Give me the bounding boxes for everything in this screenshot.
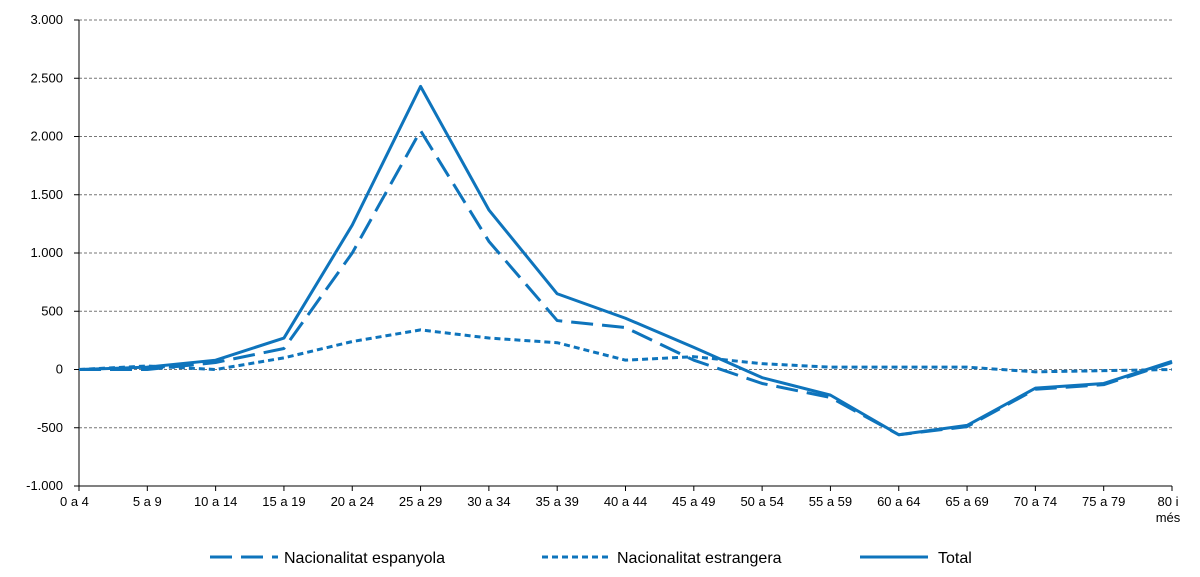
legend-label: Nacionalitat estrangera (617, 550, 782, 567)
legend: Nacionalitat espanyola Nacionalitat estra… (210, 550, 972, 567)
x-tick-label: 25 a 29 (399, 494, 442, 509)
axes (74, 19, 1173, 491)
x-tick-label: 40 a 44 (604, 494, 647, 509)
legend-label: Nacionalitat espanyola (284, 550, 445, 567)
x-tick-label: 35 a 39 (536, 494, 579, 509)
x-tick-label: 0 a 4 (60, 494, 89, 509)
y-tick-label: 0 (56, 362, 63, 377)
series-line-0 (79, 129, 1173, 437)
x-tick-label: 60 a 64 (877, 494, 920, 509)
y-tick-label: 2.500 (30, 70, 63, 85)
y-tick-label: -1.000 (26, 478, 63, 493)
x-tick-label: 65 a 69 (945, 494, 988, 509)
y-tick-label: -500 (37, 420, 63, 435)
x-tick-label: 5 a 9 (133, 494, 162, 509)
y-tick-label: 2.000 (30, 129, 63, 144)
x-tick-label: 20 a 24 (331, 494, 374, 509)
x-tick-label: 50 a 54 (740, 494, 783, 509)
x-tick-labels: 0 a 4 5 a 9 10 a 14 15 a 19 20 a 24 25 a 29 30… (60, 494, 1181, 525)
x-tick-label: 30 a 34 (467, 494, 510, 509)
y-tick-label: 1.500 (30, 187, 63, 202)
gridlines (79, 19, 1172, 429)
legend-label: Total (938, 550, 972, 567)
y-tick-label: 500 (41, 303, 63, 318)
series-line-1 (78, 328, 1173, 374)
x-tick-label: 15 a 19 (262, 494, 305, 509)
series-line-2 (78, 84, 1173, 437)
x-tick-label: 75 a 79 (1082, 494, 1125, 509)
x-tick-label: més (1156, 510, 1181, 525)
series-lines (78, 84, 1173, 437)
x-tick-label: 80 i (1158, 494, 1179, 509)
x-tick-label: 70 a 74 (1014, 494, 1057, 509)
y-tick-labels: -1.000 -500 0 500 1.000 1.500 2.000 2.500 3.000 (26, 12, 63, 493)
y-tick-label: 1.000 (30, 245, 63, 260)
x-tick-label: 10 a 14 (194, 494, 237, 509)
y-tick-label: 3.000 (30, 12, 63, 27)
x-tick-label: 55 a 59 (809, 494, 852, 509)
x-tick-label: 45 a 49 (672, 494, 715, 509)
